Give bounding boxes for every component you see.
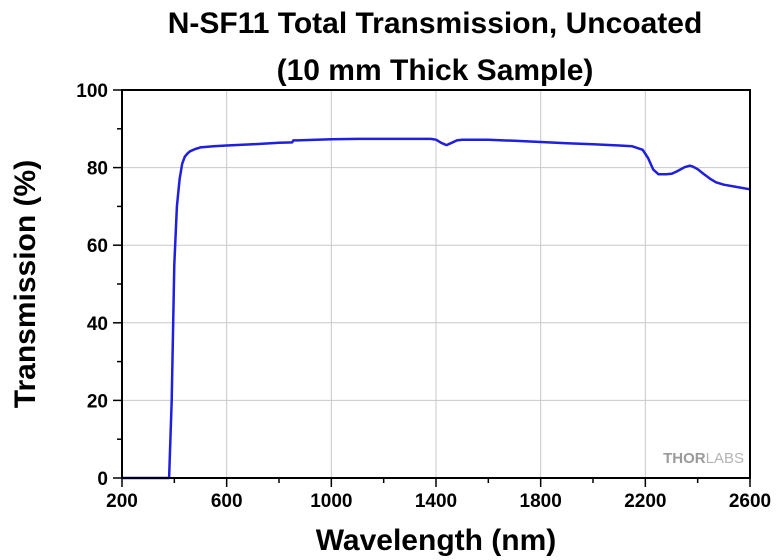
x-tick-label-600: 600 bbox=[211, 491, 243, 512]
watermark-labs: LABS bbox=[706, 450, 744, 467]
x-tick-label-1400: 1400 bbox=[415, 491, 457, 512]
y-tick-label-40: 40 bbox=[87, 314, 108, 335]
grid-lines bbox=[122, 90, 750, 478]
y-tick-label-80: 80 bbox=[87, 159, 108, 180]
chart-title-line-1: N-SF11 Total Transmission, Uncoated bbox=[168, 7, 703, 40]
y-axis-label: Transmission (%) bbox=[9, 160, 42, 408]
y-tick-label-0: 0 bbox=[97, 469, 108, 490]
x-axis-label: Wavelength (nm) bbox=[316, 524, 557, 557]
chart-title-line-2: (10 mm Thick Sample) bbox=[277, 54, 594, 87]
x-tick-label-200: 200 bbox=[106, 491, 138, 512]
plot-frame bbox=[121, 89, 751, 479]
thorlabs-watermark: THORLABS bbox=[663, 450, 744, 467]
transmission-series-line bbox=[122, 137, 751, 480]
y-tick-label-100: 100 bbox=[76, 81, 108, 102]
y-axis-ticks: 0 20 40 60 80 100 bbox=[76, 81, 122, 490]
minor-ticks bbox=[117, 128, 699, 483]
x-tick-label-1000: 1000 bbox=[310, 491, 352, 512]
y-tick-label-20: 20 bbox=[87, 391, 108, 412]
y-tick-label-60: 60 bbox=[87, 236, 108, 257]
x-tick-label-2200: 2200 bbox=[624, 491, 666, 512]
x-axis-ticks: 200 600 1000 1400 1800 2200 2600 bbox=[106, 478, 771, 512]
watermark-thor: THOR bbox=[663, 450, 706, 467]
x-tick-label-2600: 2600 bbox=[729, 491, 771, 512]
x-tick-label-1800: 1800 bbox=[520, 491, 562, 512]
